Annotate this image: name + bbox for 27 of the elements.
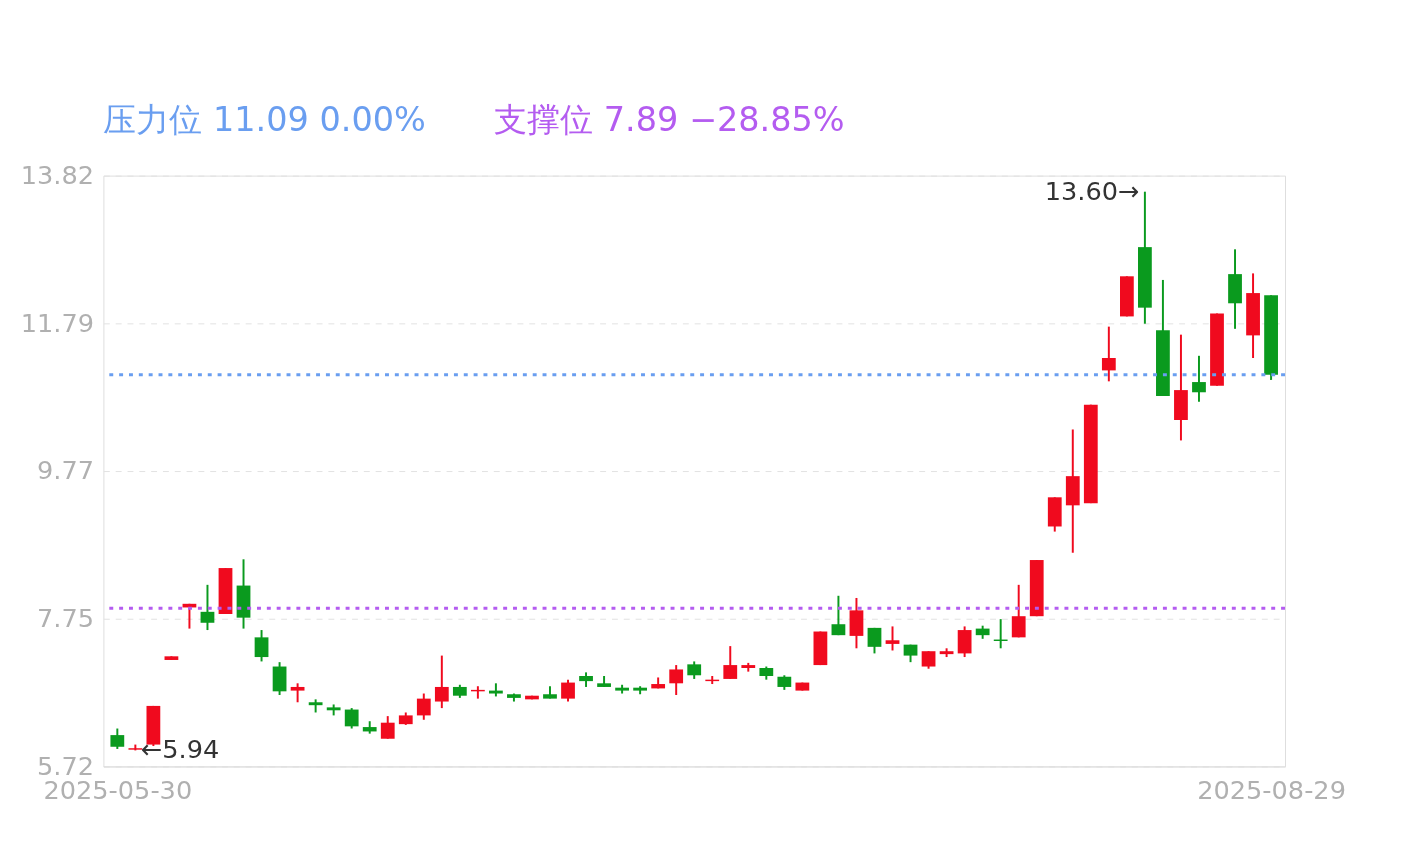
candlestick [200,583,215,632]
candlestick [885,625,900,652]
ref-line-label: 压力位 11.09 0.00% [103,100,426,140]
candlestick [867,626,882,655]
candlestick [831,594,846,637]
y-tick-label: 9.77 [37,455,95,486]
candlestick [723,645,738,680]
candlestick [344,707,359,730]
candlestick [957,625,972,659]
ref-line-label: 支撑位 7.89 −28.85% [494,100,845,140]
candlestick [561,678,575,703]
annotation: 13.60→ [1044,175,1140,206]
y-tick-label: 13.82 [20,160,95,191]
candlestick [1101,325,1116,383]
candlestick [434,654,449,710]
annotation: ←5.94 [140,734,220,765]
candlestick [1011,583,1026,639]
candlestick [416,692,431,721]
candlestick [290,682,305,704]
candlestick [1192,354,1206,403]
candlestick [254,629,269,663]
y-tick-label: 7.75 [37,602,95,633]
candlestick [110,727,125,750]
candlestick [380,715,395,740]
x-tick-label: 2025-08-29 [1197,775,1346,806]
candlestick [669,664,684,696]
y-tick-label: 11.79 [20,308,95,339]
